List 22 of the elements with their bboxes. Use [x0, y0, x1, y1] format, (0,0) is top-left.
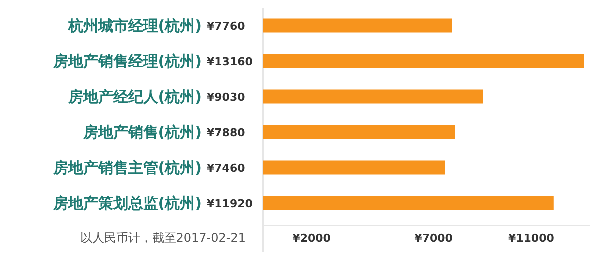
bar — [263, 160, 446, 175]
y-tick-label: 杭州城市经理(杭州) — [67, 16, 202, 35]
data-label: ¥11920 — [207, 197, 254, 210]
bar — [263, 196, 554, 210]
y-tick-label: 房地产策划总监(杭州) — [52, 194, 202, 212]
data-label: ¥7460 — [207, 162, 246, 175]
y-tick-label: 房地产销售经理(杭州) — [52, 52, 202, 70]
x-tick-label: ¥11000 — [508, 232, 555, 245]
data-label: ¥13160 — [207, 55, 254, 68]
x-tick-label: ¥7000 — [414, 232, 454, 245]
y-tick-label: 房地产销售(杭州) — [82, 123, 202, 142]
bar — [263, 125, 456, 140]
bar — [263, 90, 484, 104]
y-tick-label: 房地产经纪人(杭州) — [67, 88, 202, 106]
bar — [263, 18, 452, 33]
text: 以人民币计，截至2017-02-21 — [80, 231, 246, 245]
bar — [263, 54, 584, 68]
data-label: ¥9030 — [207, 90, 246, 104]
data-label: ¥7760 — [207, 20, 246, 33]
data-label: ¥7880 — [207, 126, 246, 140]
x-tick-label: ¥2000 — [292, 232, 332, 245]
y-tick-label: 房地产销售主管(杭州) — [52, 158, 202, 177]
